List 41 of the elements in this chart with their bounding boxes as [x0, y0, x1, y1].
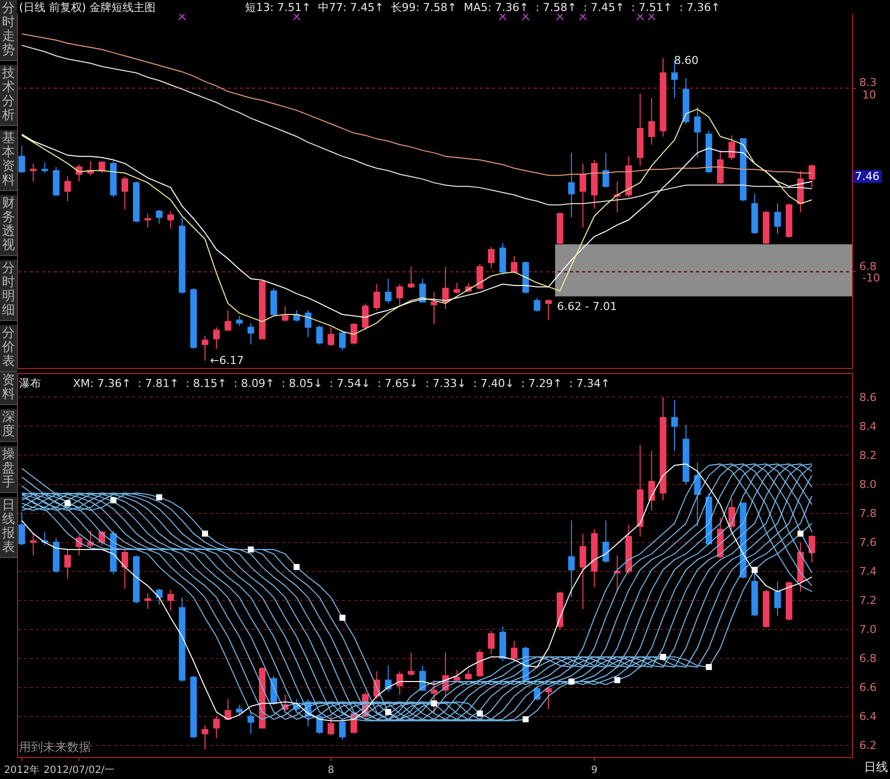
y-tick-label: 7.6	[859, 536, 877, 550]
y-tick-label: 6.4	[859, 710, 877, 724]
y-tick-label: 6.8	[859, 260, 877, 273]
annotation: XM: 7.36↑ : 7.81↑ : 8.15↑ : 8.09↑ : 8.05↓ : 7.54↓ : 7.65↓ : 7.33↓ : 7.40↓ : 7.29↑ : 7.34↑	[73, 377, 610, 390]
side-tab: 深度	[0, 409, 17, 442]
side-tab: 日线报表	[0, 497, 17, 558]
y-tick-label: 8.3	[859, 76, 877, 89]
y-tick-label: 7.4	[859, 565, 877, 578]
side-tab: 基本资料	[0, 130, 17, 191]
side-tab: 技术分析	[0, 65, 17, 126]
side-tab: 财务透视	[0, 195, 17, 256]
chart-title: (日线 前复权) 金牌短线主图	[19, 1, 156, 14]
y-tick-label: 6.2	[859, 739, 877, 752]
x-tick-label: 2012/07/02/一	[44, 765, 115, 776]
y2-tick-label: -10	[862, 271, 880, 284]
side-tab: 分时明细	[0, 260, 17, 321]
y-tick-label: 8.0	[859, 478, 877, 492]
text: 日线	[864, 760, 888, 774]
side-tab: 分价表	[0, 325, 17, 372]
y-tick-label: 7.2	[859, 594, 877, 608]
y-tick-label: 8.6	[859, 391, 877, 404]
side-tab: 资料	[0, 372, 17, 405]
x-tick-label: 2012年	[4, 764, 40, 776]
band-label: 6.62 - 7.01	[557, 300, 617, 313]
chart-title: 瀑布	[19, 377, 41, 390]
annotation: 8.60	[674, 54, 698, 67]
side-tab: 分时走势	[0, 0, 17, 61]
x-tick-label: 8	[328, 765, 334, 776]
side-tab: 操盘手	[0, 446, 17, 493]
y-tick-label: 8.4	[859, 420, 877, 434]
annotation: 用到未来数据	[19, 740, 91, 754]
y-tick-label: 6.8	[859, 652, 877, 666]
annotation: ←6.17	[210, 354, 244, 367]
y-tick-label: 6.6	[859, 681, 877, 694]
y-tick-label: 7.8	[859, 507, 877, 520]
y-tick-label: 7.0	[859, 623, 877, 636]
x-tick-label: 9	[591, 765, 598, 776]
text: 短13: 7.51↑ 中77: 7.45↑ 长99: 7.58↑ MA5: 7.36↑ : 7.58↑ : 7.45↑ : 7.51↑ : 7.36↑	[245, 1, 720, 14]
text: 7.46	[853, 170, 882, 183]
y2-tick-label: 10	[862, 88, 876, 102]
y-tick-label: 8.2	[859, 449, 877, 462]
